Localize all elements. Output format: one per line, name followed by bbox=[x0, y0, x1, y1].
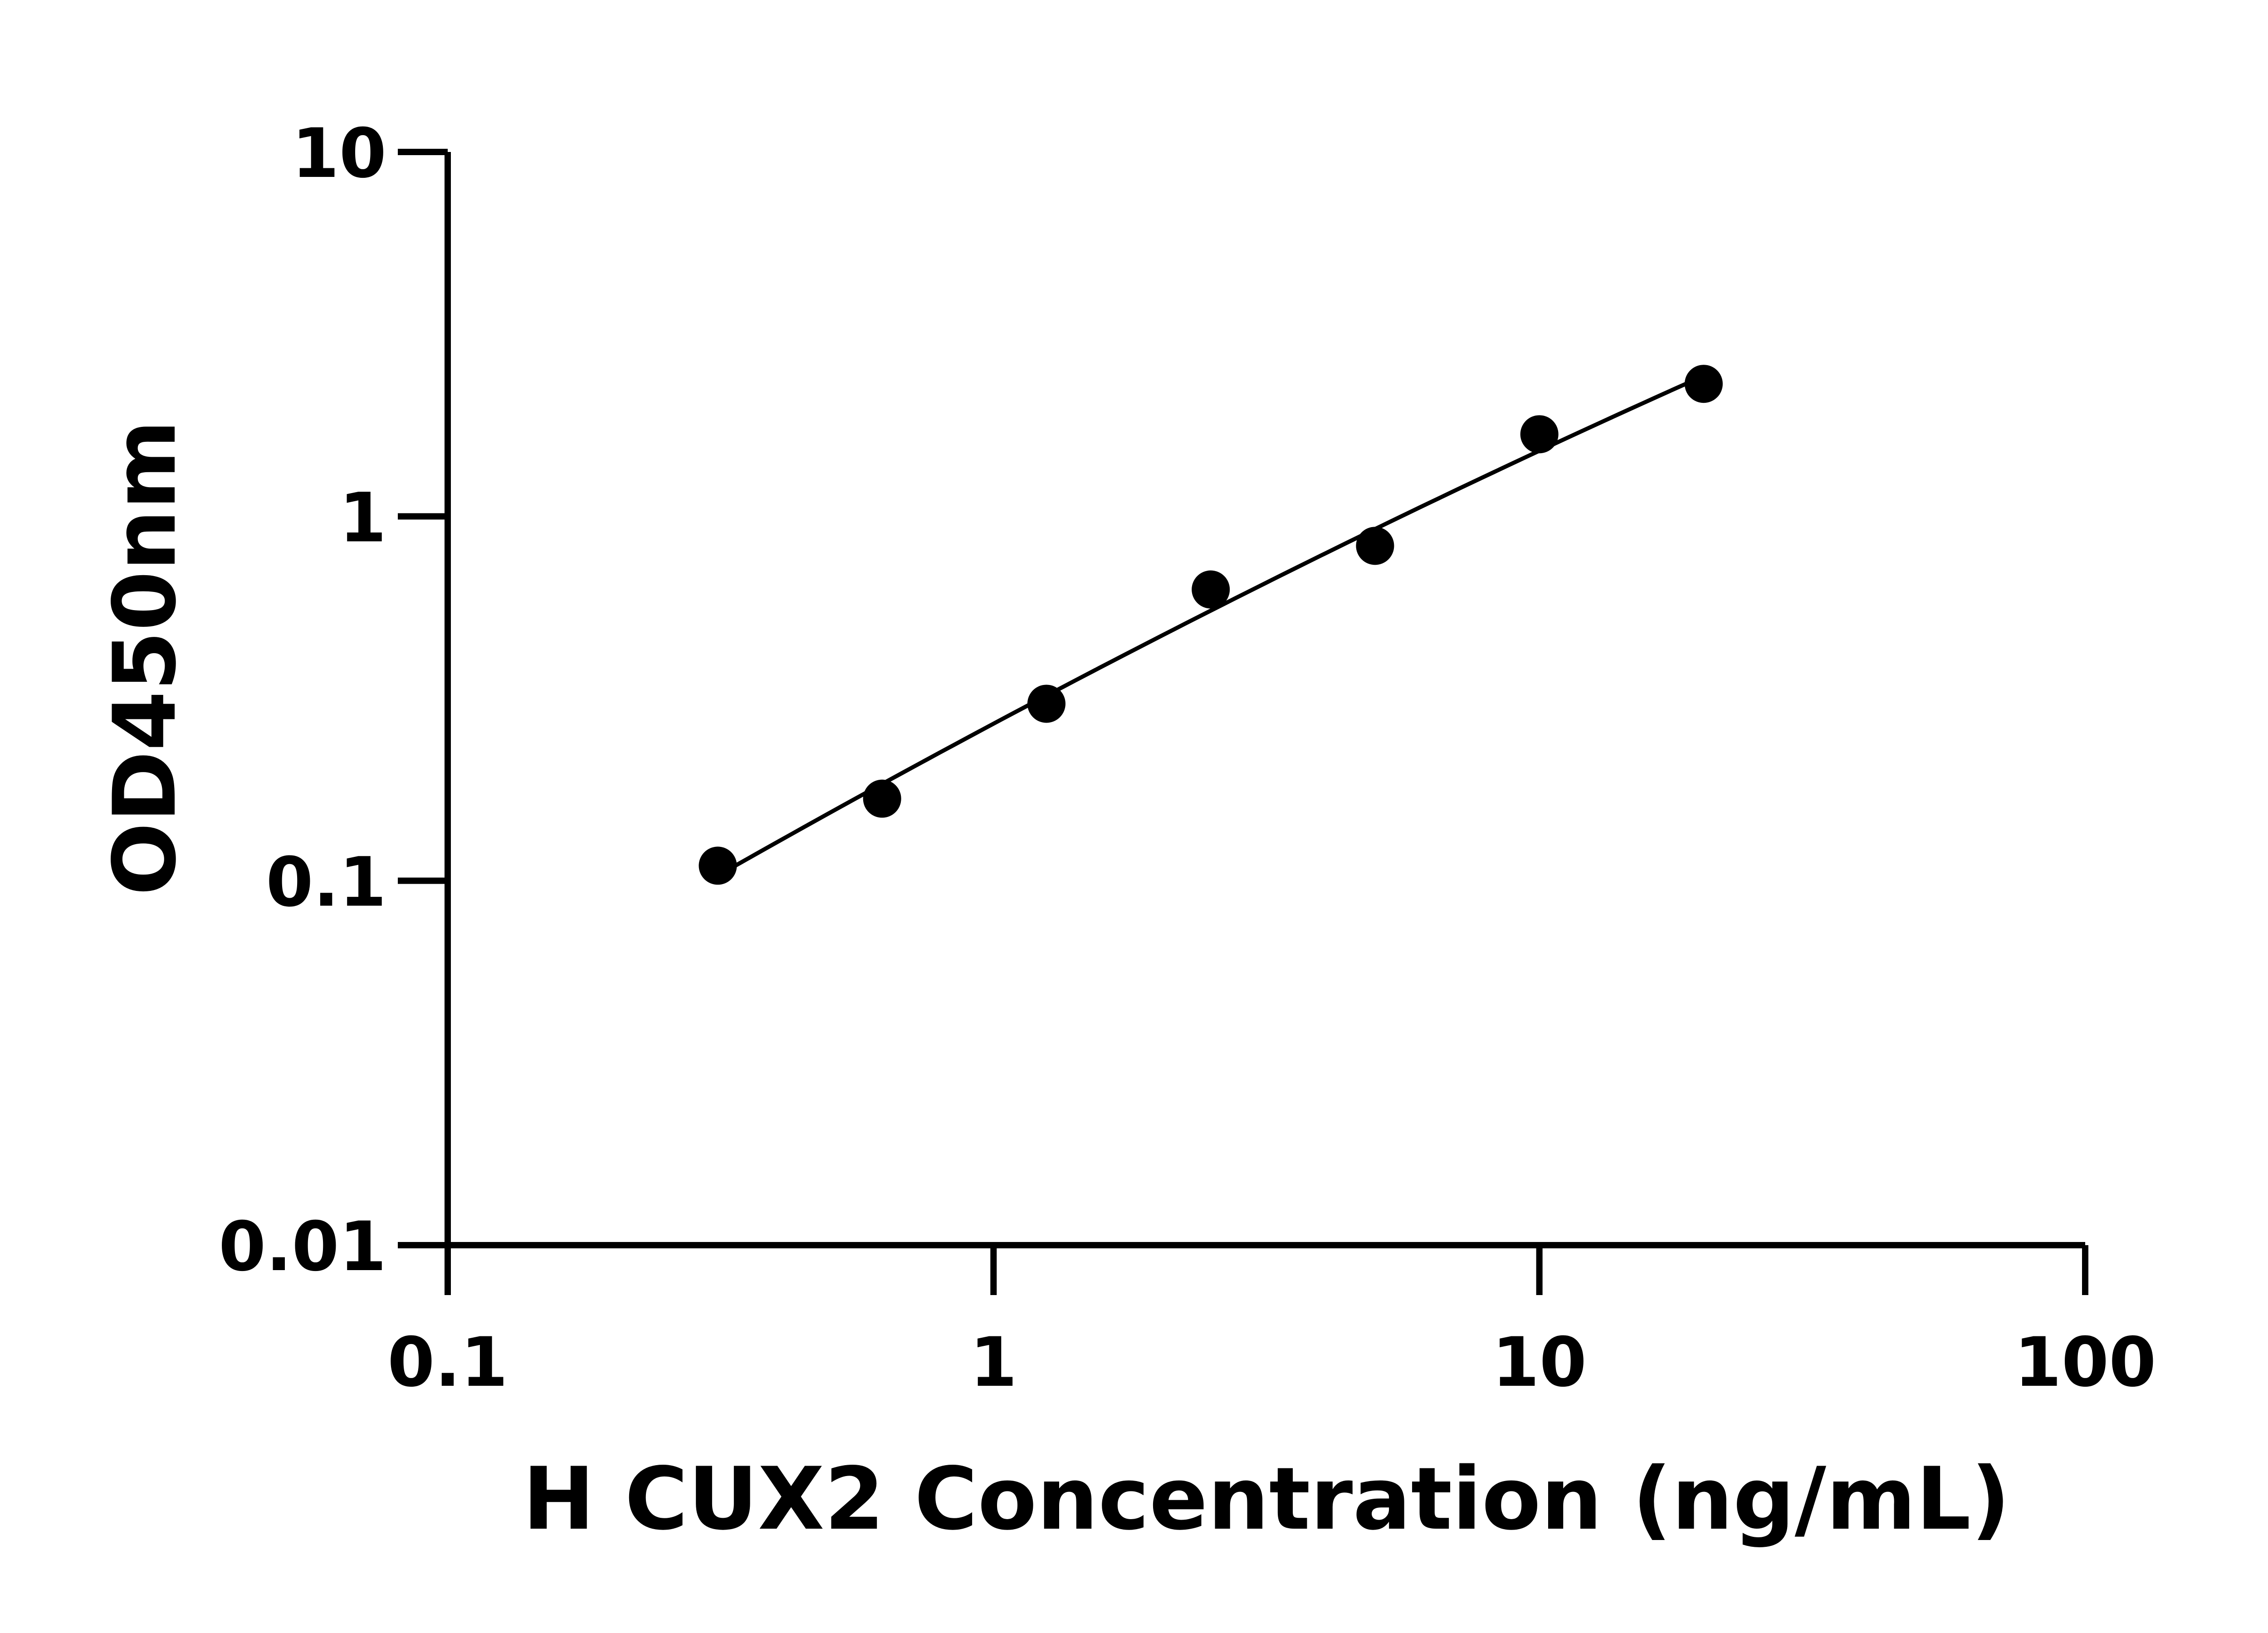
x-tick-label: 0.1 bbox=[387, 1323, 508, 1402]
data-points bbox=[699, 365, 1723, 885]
x-tick-label: 1 bbox=[970, 1323, 1017, 1402]
y-tick-labels: 0.01 0.1 1 10 bbox=[219, 114, 386, 1286]
axes bbox=[398, 149, 2088, 1295]
y-tick-label: 10 bbox=[292, 114, 386, 193]
y-tick-label: 0.01 bbox=[219, 1208, 386, 1286]
data-point bbox=[1192, 570, 1230, 609]
data-point bbox=[699, 846, 737, 885]
y-tick-label: 0.1 bbox=[266, 843, 386, 922]
data-point bbox=[1520, 415, 1559, 454]
y-axis-title: OD450nm bbox=[95, 420, 195, 895]
x-tick-labels: 0.1 1 10 100 bbox=[387, 1323, 2156, 1402]
data-point bbox=[1356, 527, 1394, 565]
x-tick-label: 100 bbox=[2014, 1323, 2156, 1402]
data-point bbox=[1684, 365, 1723, 403]
data-point bbox=[1027, 684, 1066, 723]
y-tick-label: 1 bbox=[339, 479, 386, 557]
data-point bbox=[863, 779, 901, 818]
x-tick-label: 10 bbox=[1492, 1323, 1587, 1402]
x-axis-title: H CUX2 Concentration (ng/mL) bbox=[523, 1449, 2010, 1549]
